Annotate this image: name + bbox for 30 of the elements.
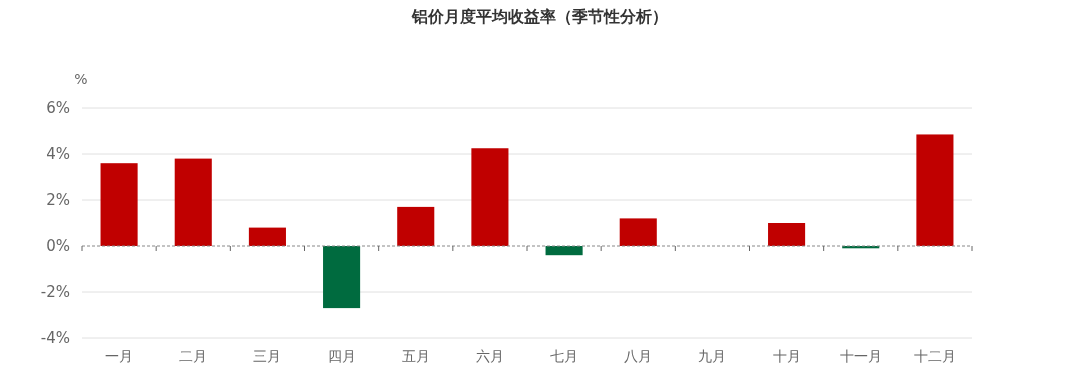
- bar: [248, 227, 286, 246]
- y-axis-title: %: [74, 71, 88, 87]
- x-tick-label: 十一月: [839, 348, 882, 364]
- y-tick-label: -2%: [40, 283, 70, 301]
- bar: [768, 223, 806, 246]
- y-tick-label: 6%: [46, 99, 70, 117]
- x-tick-label: 四月: [327, 348, 356, 364]
- y-tick-label: 4%: [46, 145, 70, 163]
- x-tick-label: 三月: [253, 348, 282, 364]
- x-tick-label: 二月: [179, 348, 208, 364]
- x-tick-label: 十月: [772, 348, 801, 364]
- x-tick-label: 一月: [105, 348, 134, 364]
- bar: [545, 246, 583, 256]
- y-tick-label: 0%: [46, 237, 70, 255]
- bar: [619, 218, 657, 246]
- bar: [174, 158, 212, 246]
- x-tick-label: 九月: [698, 348, 727, 364]
- bar: [471, 148, 509, 246]
- x-tick-label: 七月: [550, 348, 579, 364]
- chart-title: 铝价月度平均收益率（季节性分析）: [411, 7, 668, 26]
- bar: [323, 246, 361, 309]
- x-tick-label: 十二月: [913, 348, 956, 364]
- x-tick-label: 八月: [624, 348, 653, 364]
- bar: [397, 206, 435, 246]
- x-tick-label: 五月: [401, 348, 430, 364]
- x-tick-label: 六月: [475, 348, 504, 364]
- y-tick-label: -4%: [40, 329, 70, 347]
- bar: [916, 134, 954, 246]
- y-tick-label: 2%: [46, 191, 70, 209]
- bar: [100, 163, 138, 246]
